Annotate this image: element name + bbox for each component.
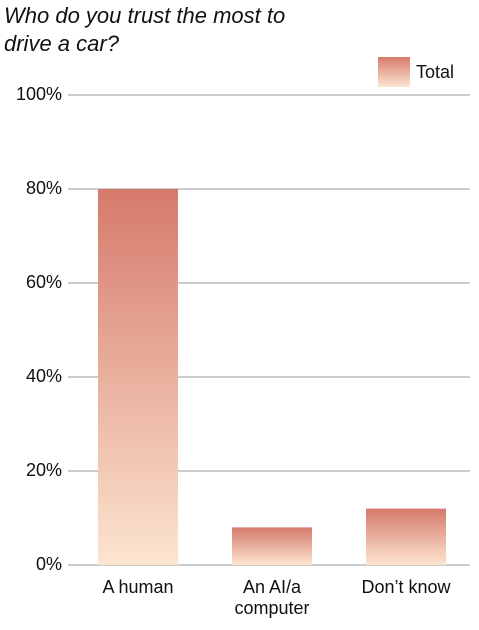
legend-swatch bbox=[378, 57, 410, 87]
chart-title: Who do you trust the most to drive a car… bbox=[4, 3, 286, 56]
legend-label: Total bbox=[416, 62, 454, 82]
y-tick-label: 100% bbox=[16, 84, 62, 104]
x-tick-label: A human bbox=[102, 577, 174, 597]
x-tick-label: An AI/a computer bbox=[234, 577, 310, 618]
y-tick-label: 20% bbox=[26, 460, 62, 480]
y-tick-label: 0% bbox=[36, 554, 62, 574]
x-tick-label: Don’t know bbox=[361, 577, 451, 597]
bar bbox=[366, 508, 446, 565]
bar bbox=[98, 189, 178, 565]
y-tick-label: 40% bbox=[26, 366, 62, 386]
y-tick-label: 80% bbox=[26, 178, 62, 198]
bar bbox=[232, 527, 312, 565]
y-tick-label: 60% bbox=[26, 272, 62, 292]
